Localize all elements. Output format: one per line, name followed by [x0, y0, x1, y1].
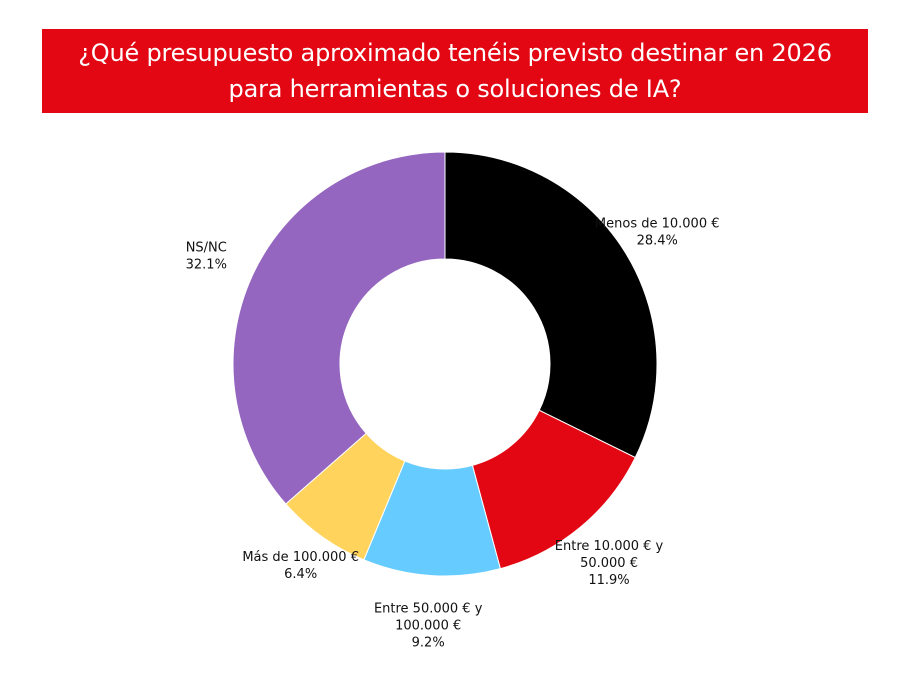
slice-value-0: 28.4%	[637, 233, 678, 248]
slice-name-2: Entre 50.000 € y	[374, 601, 483, 616]
slice-name-4: NS/NC	[186, 241, 227, 256]
slice-label-0: Menos de 10.000 € 28.4%	[595, 216, 720, 248]
slice-name-1: 50.000 €	[580, 556, 638, 571]
slice-label-4: NS/NC 32.1%	[186, 241, 227, 273]
slice-label-1: Entre 10.000 € y 50.000 € 11.9%	[555, 539, 664, 588]
slice-name-3: Más de 100.000 €	[242, 550, 359, 565]
slice-label-2: Entre 50.000 € y 100.000 € 9.2%	[374, 601, 483, 650]
slice-label-3: Más de 100.000 € 6.4%	[242, 550, 359, 582]
slice-value-4: 32.1%	[186, 258, 227, 273]
slice-name-2: 100.000 €	[395, 618, 461, 633]
slice-name-0: Menos de 10.000 €	[595, 216, 720, 231]
slice-name-1: Entre 10.000 € y	[555, 539, 664, 554]
slice-value-3: 6.4%	[284, 567, 317, 582]
chart-title: ¿Qué presupuesto aproximado tenéis previ…	[78, 39, 832, 103]
title-banner: ¿Qué presupuesto aproximado tenéis previ…	[42, 29, 868, 113]
slice-value-2: 9.2%	[412, 635, 445, 650]
slice-value-1: 11.9%	[588, 573, 629, 588]
donut-hole	[340, 259, 550, 469]
